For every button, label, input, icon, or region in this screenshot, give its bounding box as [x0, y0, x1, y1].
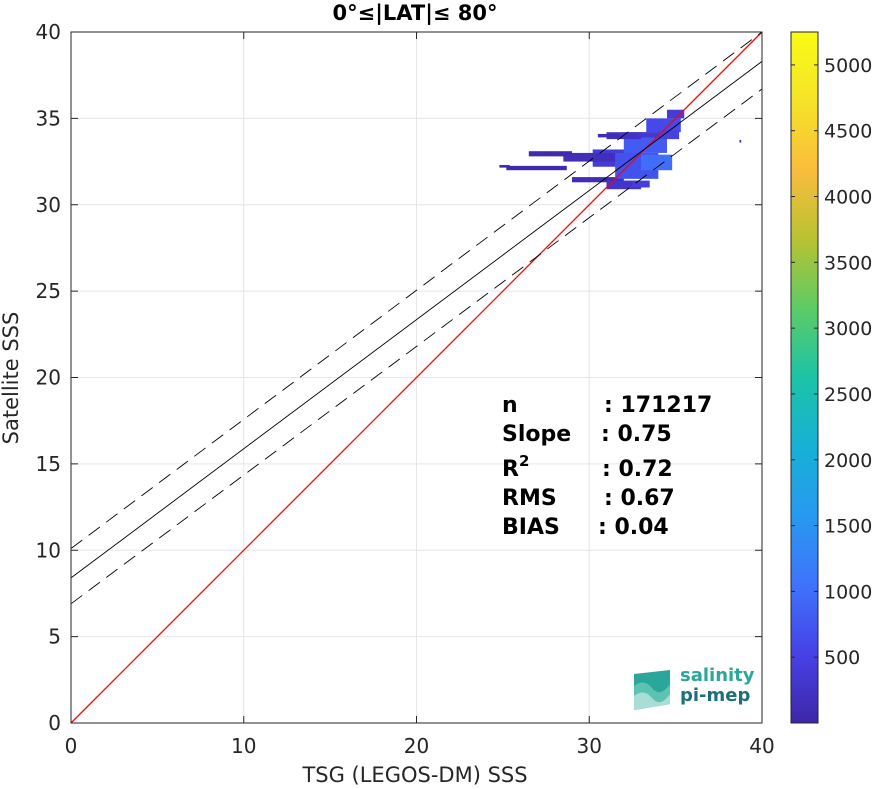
colorbar-tick-label: 3500: [824, 252, 872, 274]
regression-lines: [70, 31, 763, 724]
stats-label: RMS: [502, 486, 557, 511]
colorbar-tick-label: 500: [824, 647, 860, 669]
stats-value: : 0.67: [604, 486, 675, 511]
density-cell: [563, 152, 624, 162]
line-fit-plus: [70, 31, 763, 549]
salinity-pi-mep-logo: salinity pi-mep: [630, 666, 760, 716]
colorbar-tick-label: 1000: [824, 581, 872, 603]
colorbar-tick-label: 2500: [824, 384, 872, 406]
y-axis-label: Satellite SSS: [0, 312, 23, 445]
density-cell: [739, 139, 742, 143]
x-tick-label: 0: [65, 734, 78, 758]
density-cell: [606, 180, 642, 190]
logo-text-pi-mep: pi-mep: [680, 685, 751, 706]
density-cell: [658, 130, 680, 140]
colorbar-tick-label: 3000: [824, 318, 872, 340]
y-tick-label: 20: [36, 366, 61, 390]
x-tick-label: 10: [231, 734, 256, 758]
density-cell: [637, 132, 664, 138]
density-cell: [632, 180, 650, 188]
stats-label: Slope: [502, 422, 571, 447]
stats-label: BIAS: [502, 515, 560, 540]
logo-mark-icon: [634, 670, 670, 710]
x-tick-label: 40: [749, 734, 774, 758]
stats-value: : 0.75: [601, 422, 672, 447]
density-cell: [506, 165, 567, 171]
y-tick-label: 0: [48, 711, 61, 735]
stats-label: n: [502, 393, 518, 418]
stats-box: n : 171217 Slope : 0.75 R2 : 0.72 RMS : 0.67 BIA…: [502, 393, 712, 540]
x-tick-label: 20: [404, 734, 429, 758]
stats-label-superscript: 2: [519, 452, 529, 470]
density-cell: [641, 154, 673, 171]
y-tick-label: 30: [36, 193, 61, 217]
y-tick-label: 5: [48, 625, 61, 649]
y-tick-label: 25: [36, 279, 61, 303]
stats-value: : 0.72: [602, 457, 673, 482]
chart-title: 0°≤|LAT|≤ 80°: [332, 1, 497, 26]
density-cell: [546, 152, 552, 154]
colorbar: 500 1000 1500 2000 2500 3000 3500 4000 4500 5000: [790, 31, 872, 724]
colorbar-tick-label: 1500: [824, 516, 872, 538]
colorbar-gradient: [790, 31, 819, 724]
colorbar-tick-label: 4500: [824, 121, 872, 143]
y-tick-label: 10: [36, 538, 61, 562]
stats-value: : 171217: [604, 393, 712, 418]
axis-ticks: 0 10 20 30 40 0 5 10 15 20 25 30 35 40: [36, 20, 775, 758]
logo-text-salinity: salinity: [680, 665, 755, 686]
line-fit: [70, 61, 763, 579]
x-axis-label: TSG (LEGOS-DM) SSS: [301, 763, 527, 787]
y-tick-label: 15: [36, 452, 61, 476]
density-cell: [571, 177, 624, 183]
stats-value: : 0.04: [598, 515, 669, 540]
density-cell: [499, 165, 510, 168]
line-fit-minus: [70, 88, 763, 605]
colorbar-tick-label: 5000: [824, 55, 872, 77]
y-tick-label: 40: [36, 20, 61, 44]
density-cell: [597, 133, 619, 138]
colorbar-tick-label: 4000: [824, 187, 872, 209]
x-tick-label: 30: [577, 734, 602, 758]
y-tick-label: 35: [36, 106, 61, 130]
density-cell: [666, 109, 685, 119]
density-heatmap: [499, 109, 742, 190]
colorbar-tick-label: 2000: [824, 450, 872, 472]
stats-label: R2: [502, 452, 529, 482]
